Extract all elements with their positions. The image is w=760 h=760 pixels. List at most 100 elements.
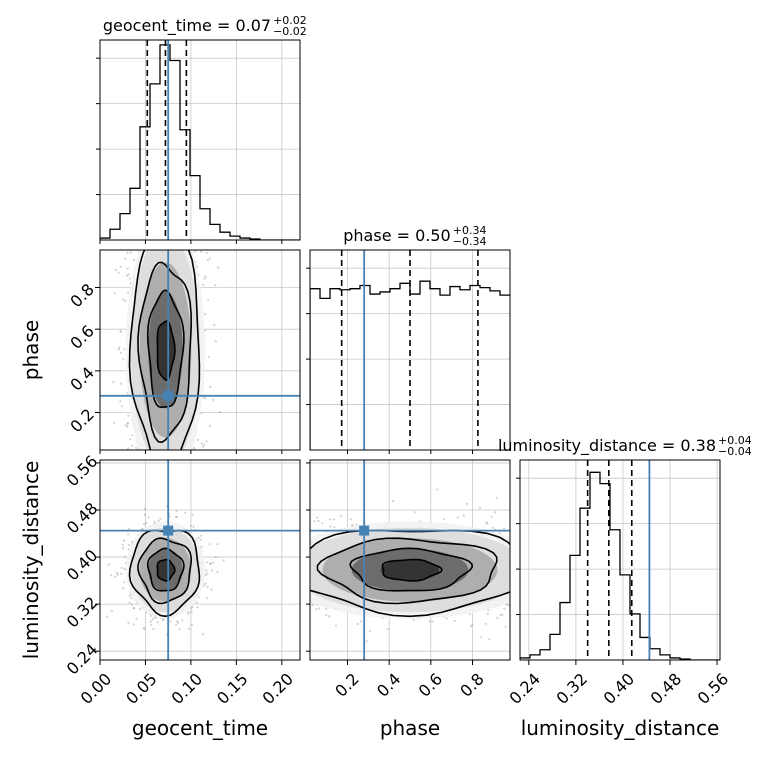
sample-point	[112, 381, 115, 384]
sample-point	[122, 298, 125, 301]
sample-point	[128, 594, 131, 598]
sample-point	[329, 525, 332, 528]
sample-point	[386, 628, 389, 631]
sample-point	[123, 567, 126, 570]
sample-point	[124, 257, 127, 260]
sample-point	[360, 620, 363, 623]
sample-point	[119, 265, 122, 268]
sample-point	[181, 619, 184, 622]
xtick-label-geocent-time: 0.10	[168, 669, 207, 708]
sample-point	[214, 340, 217, 343]
sample-point	[203, 443, 206, 446]
sample-point	[128, 543, 131, 547]
sample-point	[491, 526, 494, 529]
sample-point	[503, 607, 506, 610]
panel-frame	[309, 459, 511, 661]
sample-point	[133, 607, 136, 610]
sample-point	[206, 585, 209, 589]
sample-point	[205, 251, 208, 254]
sample-point	[431, 620, 434, 623]
sample-point	[112, 421, 116, 424]
sample-point	[206, 561, 209, 564]
sample-point	[175, 623, 178, 626]
sample-point	[214, 284, 217, 287]
sample-point	[218, 411, 222, 414]
sample-point	[114, 268, 117, 271]
sample-point	[110, 574, 113, 577]
title-minus-geocent-time: −0.02	[273, 25, 307, 38]
sample-point	[317, 519, 320, 523]
xtick-label-luminosity-distance: 0.48	[647, 669, 686, 708]
sample-point	[465, 502, 469, 505]
truth-marker	[163, 390, 174, 401]
panel-frame	[519, 459, 721, 661]
sample-point	[504, 625, 507, 628]
sample-point	[200, 412, 203, 415]
sample-point	[120, 405, 124, 408]
sample-point	[190, 623, 193, 626]
xtick-label-geocent-time: 0.00	[77, 669, 116, 708]
sample-point	[143, 513, 146, 516]
sample-point	[214, 555, 217, 559]
sample-point	[314, 608, 318, 611]
sample-point	[209, 385, 212, 389]
sample-point	[208, 543, 211, 546]
sample-point	[127, 414, 130, 417]
xaxis-label-phase: phase	[380, 716, 440, 740]
sample-point	[203, 584, 206, 587]
sample-point	[157, 519, 160, 523]
density-level	[156, 320, 175, 380]
contour-line	[349, 547, 474, 592]
sample-point	[119, 400, 122, 403]
contour-line	[316, 537, 498, 605]
ytick-label-luminosity-distance: 0.48	[63, 499, 102, 538]
sample-point	[205, 597, 209, 600]
xtick-label-luminosity-distance: 0.40	[600, 669, 639, 708]
sample-point	[175, 510, 178, 513]
xtick-label-phase: 0.4	[373, 669, 404, 700]
sample-point	[499, 613, 502, 617]
sample-point	[202, 633, 205, 636]
sample-point	[152, 627, 155, 631]
sample-point	[116, 573, 119, 576]
sample-point	[204, 574, 207, 577]
sample-point	[194, 250, 197, 253]
sample-point	[484, 622, 487, 625]
sample-point	[201, 445, 205, 448]
xtick-label-geocent-time: 0.05	[122, 669, 161, 708]
sample-point	[190, 524, 193, 527]
sample-point	[494, 511, 497, 514]
sample-point	[479, 506, 482, 509]
sample-point	[117, 271, 120, 274]
sample-point	[126, 425, 129, 428]
sample-point	[129, 438, 132, 441]
sample-point	[205, 440, 208, 443]
sample-point	[496, 616, 499, 620]
xaxis-label-geocent-time: geocent_time	[132, 716, 268, 740]
sample-point	[462, 514, 465, 517]
sample-point	[486, 522, 489, 525]
sample-point	[317, 607, 321, 610]
sample-point	[206, 258, 209, 261]
sample-point	[187, 611, 190, 614]
sample-point	[436, 488, 439, 491]
sample-point	[340, 515, 343, 518]
sample-point	[145, 521, 148, 525]
sample-point	[156, 621, 159, 624]
sample-point	[123, 581, 126, 584]
sample-point	[207, 299, 210, 302]
sample-point	[174, 515, 177, 518]
sample-point	[332, 518, 335, 521]
sample-point	[115, 571, 119, 575]
sample-point	[204, 312, 207, 316]
contour-line	[137, 261, 193, 444]
sample-point	[205, 569, 208, 572]
sample-point	[127, 527, 130, 530]
density-level	[156, 559, 175, 581]
sample-point	[210, 588, 213, 591]
contour-line	[381, 558, 443, 582]
sample-point	[507, 604, 510, 607]
sample-point	[327, 615, 330, 618]
yaxis-label-luminosity-distance: luminosity_distance	[19, 461, 43, 660]
sample-point	[488, 637, 491, 641]
